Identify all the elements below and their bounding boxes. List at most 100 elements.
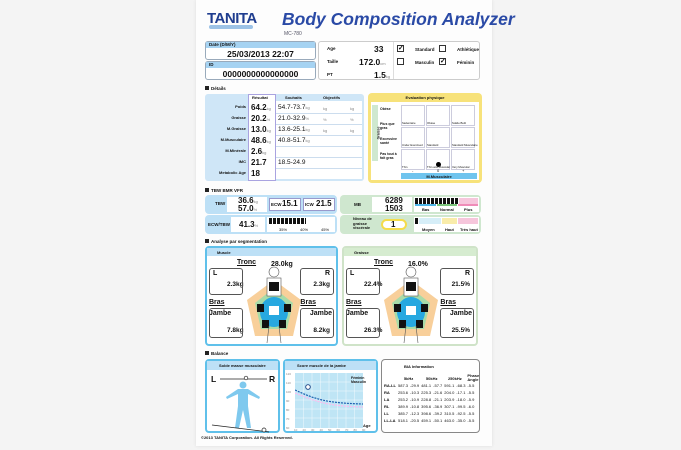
- profile-box: Age 33 Taille 172.0cm PT 1.5kg ✓ Standar…: [318, 41, 480, 80]
- x-tick: 60: [336, 428, 340, 432]
- age-label: Age: [327, 46, 336, 51]
- x-tick: +: [462, 168, 465, 173]
- tbw-label: TBW: [215, 201, 226, 206]
- leg-score-panel: Score muscle de la jambe Féminin Masculi…: [283, 359, 378, 433]
- bmr-panel: MB 6289 1503 Bas Normal Plus: [340, 195, 481, 214]
- arm-label-left: Bras: [346, 299, 362, 306]
- row-divider: [276, 124, 362, 125]
- bmr-kcal: 1503: [385, 204, 403, 213]
- left-leg-box: [346, 308, 380, 338]
- bia-cell: 253.2: [398, 397, 409, 402]
- eval-cell: [426, 105, 450, 126]
- leg-label-right: Jambe: [449, 310, 472, 317]
- x-tick: 30: [311, 428, 315, 432]
- score-point: [305, 384, 311, 390]
- detail-range: 18.5-24.9: [278, 159, 306, 166]
- age-value: 33: [374, 44, 384, 54]
- x-axis-label: Age: [363, 423, 371, 428]
- male-curve: [295, 389, 363, 405]
- left-arm-box: [209, 268, 243, 295]
- leg-label-left: Jambe: [346, 310, 369, 317]
- pt-value: 1.5kg: [374, 70, 391, 80]
- right-leg-box: [440, 308, 474, 338]
- pt-label: PT: [327, 72, 333, 77]
- right-label: R: [464, 270, 470, 277]
- eval-cell-label: Standard: [427, 143, 439, 147]
- icw-value: 21.5: [316, 199, 332, 208]
- ratio-tick: 40%: [300, 227, 309, 232]
- standard-checkbox[interactable]: ✓: [397, 45, 404, 52]
- panel-title: Graisse: [354, 250, 369, 255]
- bia-cell: RA: [384, 390, 390, 395]
- bia-cell: -10.3: [410, 390, 420, 395]
- body-diagram-icon: [384, 266, 438, 344]
- right-arm-box: [440, 268, 474, 295]
- bia-cell: -36.9: [433, 404, 443, 409]
- ecw-value: 15.1: [282, 199, 298, 208]
- bia-cell: -5.5: [467, 383, 475, 388]
- athletic-checkbox[interactable]: [439, 45, 446, 52]
- leg-score-chart: [295, 373, 363, 428]
- eval-cell: [401, 149, 425, 170]
- x-axis-label: M.Musculaire: [426, 174, 452, 179]
- bia-cell: -21.1: [433, 397, 443, 402]
- vf-scale-medium: Moyen: [422, 227, 435, 232]
- vf-scale-high: Haut: [445, 227, 454, 232]
- left-label: L: [213, 270, 218, 277]
- bmr-scale-high: Plus: [464, 207, 473, 212]
- visceral-bar: [415, 218, 418, 224]
- balance-heading: Balance: [205, 351, 228, 356]
- row-divider: [276, 113, 362, 114]
- left-leg-box: [209, 308, 243, 338]
- bia-cell: -18.0: [456, 397, 466, 402]
- female-checkbox[interactable]: ✓: [439, 58, 446, 65]
- leg-score-title: Score muscle de la jambe: [297, 363, 346, 368]
- leg-right-value: 25.5%: [451, 327, 470, 334]
- goal-unit: kg: [350, 106, 355, 111]
- athletic-label: Athlétique: [457, 47, 479, 52]
- height-label: Taille: [327, 59, 339, 64]
- bia-cell: LL-LA: [384, 418, 396, 423]
- arm-label-right: Bras: [300, 299, 316, 306]
- detail-value: 2.6kg: [251, 147, 267, 156]
- bmr-scale-low: Bas: [422, 207, 430, 212]
- right-arm-box: [300, 268, 334, 295]
- goal-unit: kg: [350, 128, 355, 133]
- goal-unit: kg: [323, 106, 328, 111]
- id-label: ID: [206, 62, 315, 68]
- x-tick: 70: [345, 428, 349, 432]
- vf-scale-very-high: Très haut: [460, 227, 478, 232]
- leg-label-right: Jambe: [309, 310, 332, 317]
- ratio-label: ECW/TBW: [208, 222, 230, 227]
- leg-label-left: Jambe: [209, 310, 232, 317]
- col-result: Résultat: [252, 95, 268, 100]
- bia-cell: LL: [384, 411, 389, 416]
- detail-value: 20.2%: [251, 114, 271, 123]
- bia-cell: -92.5: [456, 411, 466, 416]
- detail-label: M.Graisse: [226, 126, 246, 131]
- bia-cell: -21.6: [433, 390, 443, 395]
- male-checkbox[interactable]: [397, 58, 404, 65]
- tanita-logo: TANITA: [207, 10, 257, 27]
- left-label: L: [350, 270, 355, 277]
- bia-row: RA-LL 587.3 -29.9 481.1 -57.7 591.1 -68.3 -5.5: [383, 382, 480, 389]
- bia-cell: 389.9: [398, 404, 409, 409]
- bia-cell: -50.1: [433, 418, 443, 423]
- leg-right-value: 8.2kg: [313, 327, 330, 334]
- ecw-tbw-panel: ECW/TBW 41.3% 35% 40% 45%: [205, 215, 337, 234]
- eval-cell: [401, 105, 425, 126]
- bia-cell: -99.5: [456, 404, 466, 409]
- bmr-label: MB: [354, 202, 361, 207]
- arm-label-right: Bras: [440, 299, 456, 306]
- trunk-value: 28.0kg: [271, 261, 293, 268]
- bia-cell: -6.0: [467, 404, 475, 409]
- x-tick: 50: [328, 428, 332, 432]
- bia-cell: -5.5: [467, 418, 475, 423]
- detail-label: IMC: [238, 159, 246, 164]
- bia-cell: -10.8: [410, 404, 420, 409]
- detail-value: 48.6kg: [251, 136, 271, 145]
- bia-cell: 587.3: [398, 383, 409, 388]
- ratio-value: 41.3%: [239, 220, 259, 229]
- visceral-label: Niveau de graisse viscérale: [353, 216, 372, 230]
- visceral-panel: Niveau de graisse viscérale 1 Moyen Haut…: [340, 215, 481, 234]
